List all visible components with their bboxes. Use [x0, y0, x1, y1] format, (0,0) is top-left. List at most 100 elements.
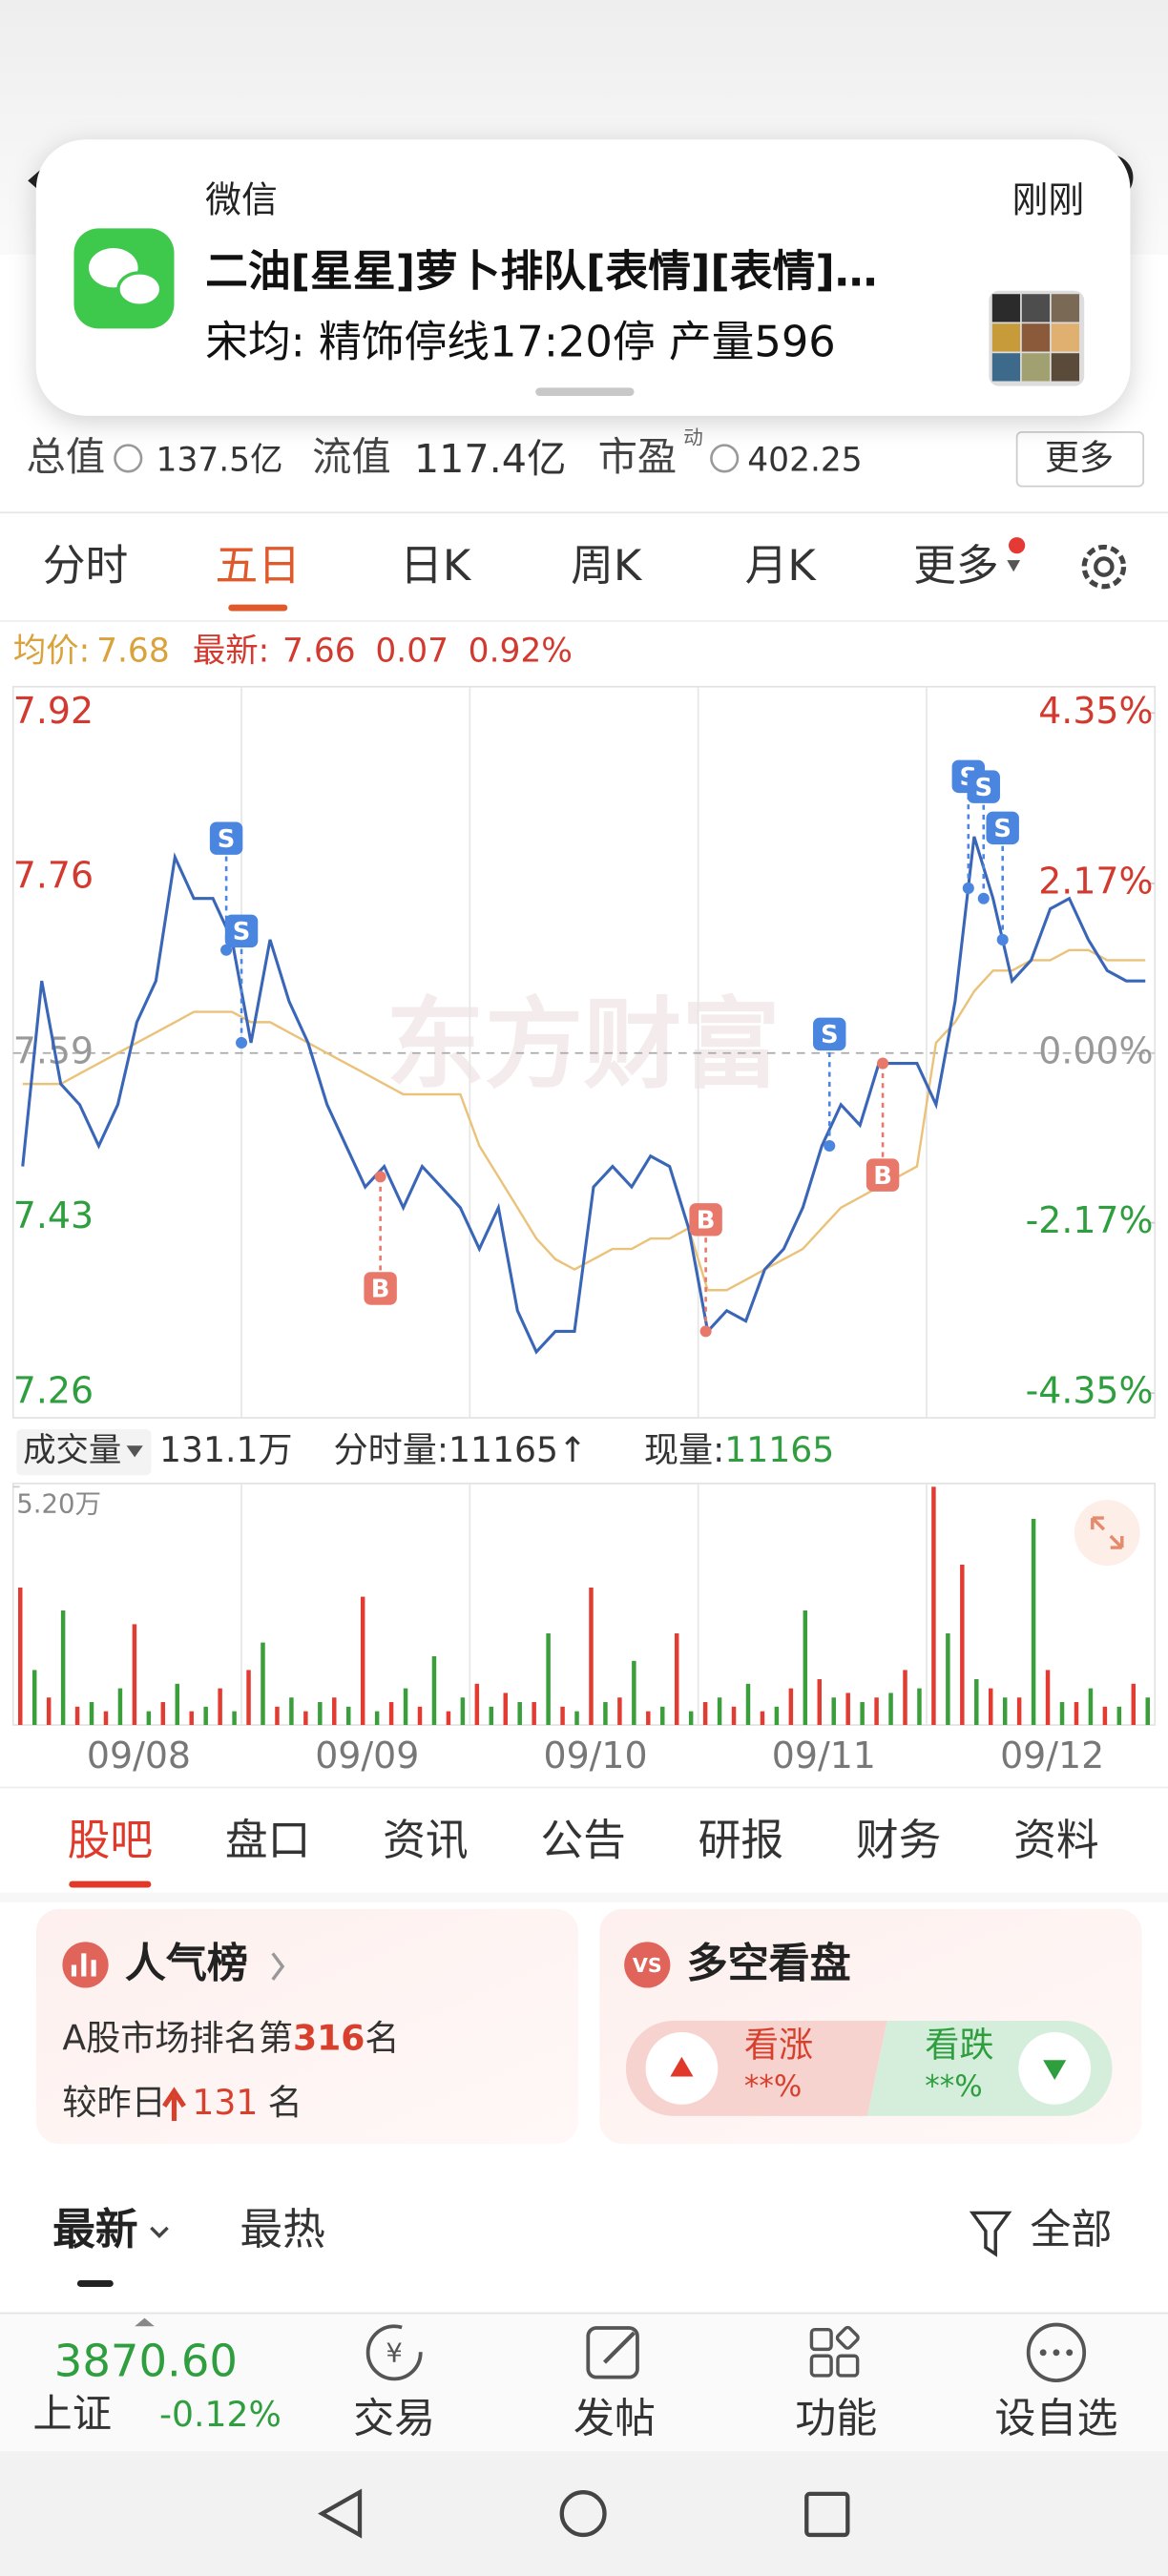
volume-bar	[1102, 1706, 1108, 1726]
tab[interactable]: 公告	[540, 1815, 625, 1865]
y2-tick-label: 4.35%	[1038, 690, 1153, 732]
volume-total: 131.1万	[159, 1429, 293, 1470]
marker-label: S	[233, 918, 251, 946]
marker-badge	[813, 1017, 846, 1051]
volume-bar	[431, 1656, 437, 1726]
bear-value: **%	[925, 2069, 982, 2104]
watchlist-dot[interactable]	[1053, 2349, 1060, 2357]
watchlist-icon[interactable]	[1026, 2322, 1087, 2382]
gear-hub[interactable]	[1094, 556, 1115, 577]
system-home[interactable]	[559, 2490, 607, 2538]
tab[interactable]: 日K	[400, 540, 472, 591]
change-value: 131	[192, 2082, 258, 2123]
function-icon[interactable]	[809, 2327, 833, 2352]
dropdown-icon[interactable]	[126, 1445, 143, 1458]
info-icon[interactable]	[114, 444, 143, 473]
watchlist-dot[interactable]	[1039, 2349, 1047, 2357]
card-icon-glyph: VS	[633, 1954, 662, 1977]
watchlist-dot[interactable]	[1066, 2349, 1074, 2357]
tab[interactable]: 财务	[856, 1815, 941, 1865]
volume-selector[interactable]	[16, 1429, 152, 1476]
marker-label: S	[218, 825, 236, 854]
last-label: 最新:	[193, 632, 269, 670]
price-line	[21, 836, 1146, 1355]
tab[interactable]: 资料	[1013, 1815, 1098, 1865]
change-line: 较昨日 131 名	[62, 2082, 302, 2123]
tab[interactable]: 周K	[571, 540, 643, 591]
filter-label[interactable]: 全部	[1030, 2207, 1112, 2254]
trade-icon[interactable]	[365, 2324, 423, 2381]
volume-bar	[931, 1486, 936, 1726]
volume-bar	[360, 1596, 365, 1726]
marker-label: S	[993, 815, 1012, 843]
bear-icon[interactable]	[1043, 2060, 1067, 2080]
index-value[interactable]: 3870.60	[54, 2335, 238, 2386]
system-recents[interactable]	[804, 2491, 850, 2538]
volume-bar	[831, 1697, 836, 1726]
info-icon[interactable]	[710, 444, 740, 473]
post-icon[interactable]	[586, 2326, 639, 2379]
expand-button[interactable]	[1074, 1500, 1140, 1567]
notification-time: 刚刚	[1012, 178, 1084, 220]
nav-label[interactable]: 发帖	[574, 2396, 656, 2443]
nav-label[interactable]: 交易	[353, 2396, 435, 2443]
index-arrow[interactable]	[135, 2317, 155, 2327]
volume-bar	[489, 1706, 494, 1726]
volume-bar	[860, 1702, 865, 1726]
trade-icon-glyph[interactable]: ¥	[386, 2338, 403, 2369]
tab[interactable]: 最新	[52, 2204, 137, 2254]
post-icon-pen[interactable]	[602, 2331, 636, 2364]
dropdown-icon[interactable]	[150, 2226, 169, 2238]
marker-dot	[374, 1171, 386, 1183]
tab[interactable]: 分时	[43, 540, 128, 591]
system-back[interactable]	[318, 2488, 363, 2539]
function-icon[interactable]	[835, 2325, 860, 2350]
x-tick-label: 09/12	[1000, 1735, 1104, 1776]
notification-card[interactable]	[35, 139, 1131, 416]
tab[interactable]: 最热	[240, 2204, 324, 2254]
tab[interactable]: 研报	[699, 1815, 783, 1865]
app-icon-glyph	[116, 271, 163, 308]
volume-now-label: 现量:	[644, 1429, 724, 1470]
nav-label[interactable]: 功能	[795, 2396, 877, 2443]
volume-bar	[132, 1624, 137, 1726]
tab-indicator	[69, 1880, 152, 1888]
tab[interactable]: 股吧	[68, 1815, 153, 1865]
more-button-label[interactable]: 更多	[1045, 437, 1114, 478]
volume-label[interactable]: 成交量	[23, 1432, 121, 1470]
marker-label: B	[873, 1162, 892, 1191]
stat-value: 137.5亿	[156, 441, 283, 479]
marker-badge	[967, 770, 1000, 803]
bottom-bar	[0, 2313, 1168, 2452]
volume-bar	[702, 1702, 708, 1726]
filter-icon[interactable]	[969, 2211, 1012, 2257]
popularity-card[interactable]: 人气榜 A股市场排名第316名 较昨日 131 名	[35, 1908, 578, 2145]
volume-bar	[446, 1711, 451, 1726]
bull-icon[interactable]	[670, 2056, 694, 2077]
tab[interactable]: 盘口	[225, 1815, 310, 1865]
card-bg[interactable]	[35, 1908, 578, 2145]
tab[interactable]: 五日	[216, 540, 301, 591]
function-icon[interactable]	[809, 2354, 833, 2378]
volume-bar	[745, 1683, 751, 1726]
rank-value: 316	[293, 2018, 365, 2059]
tab[interactable]: 月K	[745, 540, 818, 591]
sentiment-card[interactable]: VS 多空看盘 看涨 **% 看跌 **%	[599, 1908, 1142, 2145]
function-icon[interactable]	[836, 2354, 860, 2378]
y-tick-label: 5.20万	[16, 1488, 101, 1519]
index-name[interactable]: 上证	[32, 2391, 112, 2437]
index-change[interactable]: -0.12%	[159, 2394, 282, 2435]
more-button[interactable]	[1015, 431, 1145, 488]
dropdown-icon[interactable]	[1007, 560, 1021, 572]
marker-dot	[977, 892, 990, 904]
volume-bar	[917, 1688, 922, 1726]
tab[interactable]: 更多	[913, 540, 998, 591]
expand-icon[interactable]	[1091, 1516, 1124, 1549]
card-title: 人气榜	[125, 1941, 248, 1988]
nav-label[interactable]: 设自选	[994, 2396, 1117, 2443]
volume-bar	[60, 1610, 66, 1726]
tab[interactable]: 资讯	[383, 1815, 468, 1865]
notification[interactable]: 微信 刚刚 二油[星星]萝卜排队[表情][表情]… 宋均: 精饰停线17:20停…	[35, 139, 1131, 416]
volume-bar	[1116, 1706, 1122, 1726]
divider	[0, 1892, 1168, 1903]
